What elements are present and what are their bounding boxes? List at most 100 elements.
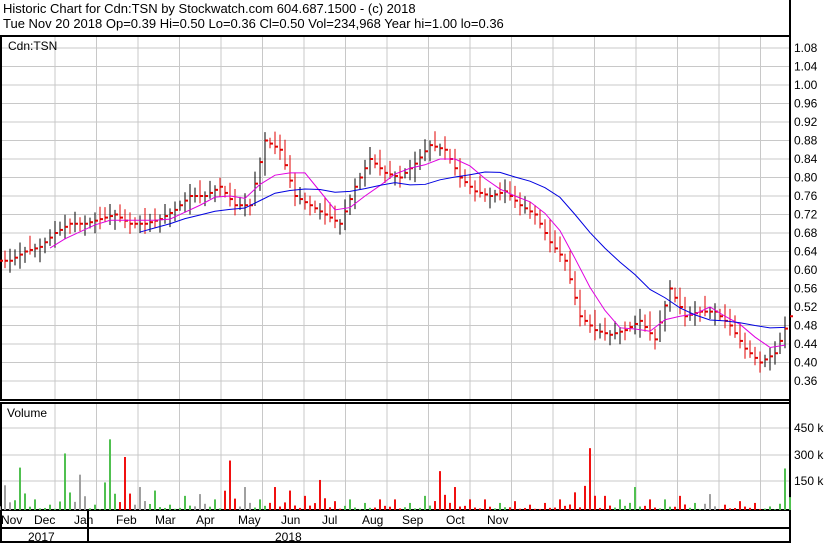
volume-bar bbox=[154, 490, 156, 510]
volume-bar bbox=[339, 508, 341, 510]
volume-bar bbox=[214, 499, 216, 510]
month-label: Apr bbox=[196, 513, 215, 527]
volume-bar bbox=[304, 495, 306, 510]
volume-bar bbox=[44, 507, 46, 510]
volume-bar bbox=[664, 499, 666, 510]
price-tick-label: 0.40 bbox=[794, 356, 818, 370]
volume-bar bbox=[644, 505, 646, 510]
volume-bar bbox=[0, 506, 1, 510]
volume-bar bbox=[144, 501, 146, 510]
volume-bar bbox=[609, 505, 611, 510]
volume-bar bbox=[429, 505, 431, 510]
volume-bar bbox=[394, 499, 396, 510]
chart-title: Historic Chart for Cdn:TSN by Stockwatch… bbox=[3, 1, 416, 16]
volume-bar bbox=[19, 467, 21, 510]
month-label: Nov bbox=[487, 513, 508, 527]
month-label: Jul bbox=[322, 513, 337, 527]
volume-bar bbox=[639, 506, 641, 510]
volume-bar bbox=[239, 506, 241, 510]
volume-bar bbox=[574, 492, 576, 510]
volume-bar bbox=[414, 508, 416, 510]
volume-bar bbox=[439, 471, 441, 510]
price-tick-label: 1.00 bbox=[794, 78, 818, 92]
volume-bar bbox=[599, 507, 601, 510]
price-tick-label: 1.04 bbox=[794, 60, 818, 74]
volume-bar bbox=[94, 504, 96, 510]
volume-bar bbox=[559, 499, 561, 510]
volume-bar bbox=[224, 490, 226, 510]
symbol-label: Cdn:TSN bbox=[8, 39, 57, 53]
volume-bar bbox=[684, 504, 686, 510]
volume-bar bbox=[509, 507, 511, 510]
volume-bar bbox=[69, 492, 71, 510]
volume-bar bbox=[129, 493, 131, 510]
price-tick-label: 0.68 bbox=[794, 226, 818, 240]
volume-bar bbox=[484, 499, 486, 510]
volume-bar bbox=[34, 499, 36, 510]
volume-bar bbox=[334, 501, 336, 510]
volume-bar bbox=[374, 507, 376, 510]
volume-bar bbox=[539, 508, 541, 510]
volume-bar bbox=[424, 495, 426, 510]
volume-bar bbox=[594, 495, 596, 510]
volume-bar bbox=[534, 508, 536, 510]
volume-bar bbox=[579, 507, 581, 510]
volume-bar bbox=[654, 507, 656, 510]
volume-bar bbox=[364, 502, 366, 510]
volume-bar bbox=[529, 504, 531, 510]
volume-bar bbox=[409, 502, 411, 510]
volume-bar bbox=[384, 505, 386, 510]
volume-bar bbox=[614, 507, 616, 510]
month-label: Aug bbox=[362, 513, 383, 527]
volume-bar bbox=[149, 503, 151, 510]
month-label: Oct bbox=[446, 513, 465, 527]
volume-bar bbox=[359, 508, 361, 510]
volume-bar bbox=[24, 493, 26, 510]
volume-bar bbox=[504, 507, 506, 510]
volume-bar bbox=[119, 502, 121, 510]
volume-bar bbox=[724, 504, 726, 510]
volume-bar bbox=[189, 505, 191, 510]
volume-bar bbox=[489, 506, 491, 510]
volume-bar bbox=[264, 505, 266, 510]
volume-bar bbox=[209, 506, 211, 510]
volume-tick-label: 150 k bbox=[794, 474, 824, 488]
volume-bar bbox=[479, 508, 481, 510]
volume-bar bbox=[449, 502, 451, 510]
volume-bar bbox=[464, 505, 466, 510]
volume-bar bbox=[779, 503, 781, 510]
volume-bar bbox=[454, 487, 456, 510]
volume-bar bbox=[634, 487, 636, 510]
quote-summary: Tue Nov 20 2018 Op=0.39 Hi=0.50 Lo=0.36 … bbox=[3, 16, 504, 31]
price-tick-label: 0.72 bbox=[794, 208, 818, 222]
volume-bar bbox=[234, 498, 236, 510]
volume-bar bbox=[184, 495, 186, 510]
volume-bar bbox=[139, 487, 141, 510]
volume-bar bbox=[179, 507, 181, 510]
month-label: Feb bbox=[116, 513, 137, 527]
volume-bar bbox=[524, 507, 526, 510]
volume-bar bbox=[244, 487, 246, 510]
price-tick-label: 0.92 bbox=[794, 115, 818, 129]
volume-bar bbox=[259, 499, 261, 510]
volume-bar bbox=[604, 495, 606, 510]
volume-bar bbox=[29, 506, 31, 510]
volume-bar bbox=[159, 507, 161, 510]
price-tick-label: 1.08 bbox=[794, 41, 818, 55]
volume-bar bbox=[729, 508, 731, 510]
price-tick-label: 0.36 bbox=[794, 374, 818, 388]
volume-bar bbox=[4, 485, 6, 510]
volume-bar bbox=[194, 506, 196, 510]
volume-bar bbox=[354, 507, 356, 510]
volume-bar bbox=[294, 505, 296, 510]
volume-bar bbox=[349, 499, 351, 510]
volume-bar bbox=[569, 504, 571, 510]
volume-bar bbox=[704, 503, 706, 510]
volume-bar bbox=[514, 501, 516, 510]
month-label: May bbox=[238, 513, 261, 527]
month-label: Nov bbox=[1, 513, 22, 527]
volume-bar bbox=[494, 508, 496, 510]
volume-bar bbox=[249, 502, 251, 510]
volume-bar bbox=[769, 506, 771, 510]
volume-tick-label: 450 k bbox=[794, 421, 824, 435]
